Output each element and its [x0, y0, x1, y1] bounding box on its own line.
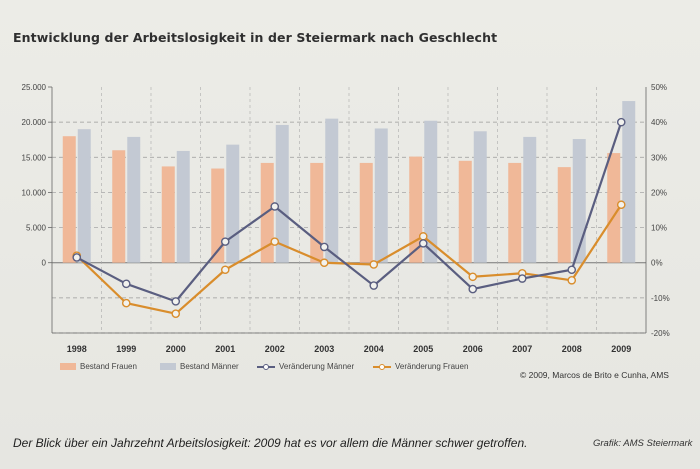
- legend-label-veraenderung-maenner: Veränderung Männer: [279, 362, 355, 371]
- bar-bestand-maenner: [275, 124, 289, 263]
- legend-swatch-bestand-maenner: [160, 363, 176, 370]
- point-veraenderung-maenner: [270, 202, 280, 211]
- x-tick-label: 2006: [463, 344, 483, 354]
- bar-bestand-maenner: [424, 120, 438, 263]
- legend-label-bestand-frauen: Bestand Frauen: [80, 362, 137, 371]
- left-tick-label: 15.000: [22, 153, 47, 162]
- point-veraenderung-frauen: [418, 232, 428, 241]
- legend-item-veraenderung-frauen: Veränderung Frauen: [373, 362, 468, 371]
- bar-bestand-frauen: [458, 160, 472, 263]
- point-veraenderung-maenner: [220, 237, 230, 246]
- right-tick-label: 30%: [651, 153, 667, 162]
- point-veraenderung-frauen: [171, 309, 181, 318]
- bar-bestand-frauen: [557, 167, 571, 263]
- x-tick-label: 2004: [364, 344, 384, 354]
- right-tick-label: 10%: [651, 224, 667, 233]
- point-veraenderung-frauen: [270, 237, 280, 246]
- bar-bestand-frauen: [607, 153, 621, 263]
- x-tick-label: 2008: [562, 344, 582, 354]
- bar-bestand-maenner: [77, 129, 91, 263]
- bar-bestand-frauen: [508, 162, 522, 263]
- point-veraenderung-maenner: [319, 242, 329, 252]
- x-tick-label: 2003: [314, 344, 334, 354]
- point-veraenderung-maenner: [369, 281, 379, 290]
- bar-bestand-frauen: [211, 168, 225, 263]
- bar-bestand-maenner: [176, 150, 190, 263]
- bar-bestand-maenner: [374, 128, 388, 263]
- x-tick-label: 2002: [265, 344, 285, 354]
- line-veraenderung-maenner: [76, 121, 623, 303]
- point-veraenderung-frauen: [567, 275, 577, 285]
- x-tick-label: 2009: [611, 344, 631, 354]
- point-veraenderung-maenner: [171, 297, 181, 306]
- point-veraenderung-frauen: [319, 258, 329, 268]
- left-tick-label: 0: [42, 259, 47, 268]
- bar-bestand-maenner: [226, 144, 240, 263]
- right-tick-label: 20%: [651, 188, 667, 197]
- legend-swatch-veraenderung-maenner: [257, 363, 275, 371]
- point-veraenderung-maenner: [418, 239, 428, 248]
- point-veraenderung-maenner: [121, 279, 131, 289]
- legend-label-veraenderung-frauen: Veränderung Frauen: [395, 362, 469, 371]
- bar-bestand-maenner: [127, 136, 141, 263]
- legend-swatch-bestand-frauen: [60, 363, 76, 370]
- right-tick-label: 50%: [651, 83, 667, 92]
- x-tick-label: 2007: [512, 344, 532, 354]
- point-veraenderung-maenner: [468, 284, 478, 294]
- bar-bestand-maenner: [325, 118, 339, 263]
- x-tick-label: 1999: [116, 344, 136, 354]
- bar-bestand-maenner: [572, 139, 586, 263]
- legend-swatch-veraenderung-frauen: [373, 363, 391, 371]
- bar-bestand-maenner: [473, 131, 487, 263]
- right-tick-label: -20%: [651, 329, 670, 338]
- source-credit: Grafik: AMS Steiermark: [593, 438, 693, 449]
- legend-item-veraenderung-maenner: Veränderung Männer: [257, 362, 354, 371]
- copyright-note: © 2009, Marcos de Brito e Cunha, AMS: [520, 370, 669, 380]
- point-veraenderung-frauen: [468, 272, 478, 282]
- legend-item-bestand-frauen: Bestand Frauen: [60, 362, 137, 371]
- line-veraenderung-frauen: [75, 204, 623, 315]
- bar-bestand-frauen: [161, 166, 175, 263]
- chart-title: Entwicklung der Arbeitslosigkeit in der …: [13, 30, 498, 45]
- left-tick-label: 10.000: [22, 188, 47, 197]
- bar-bestand-frauen: [112, 150, 126, 263]
- left-tick-label: 20.000: [22, 118, 47, 127]
- x-tick-label: 1998: [67, 344, 87, 354]
- point-veraenderung-maenner: [616, 117, 626, 127]
- x-tick-label: 2005: [413, 344, 433, 354]
- bar-bestand-frauen: [62, 136, 76, 263]
- caption: Der Blick über ein Jahrzehnt Arbeitslosi…: [13, 436, 528, 450]
- right-tick-label: 0%: [651, 259, 663, 268]
- right-tick-label: 40%: [651, 118, 667, 127]
- point-veraenderung-maenner: [72, 253, 82, 262]
- point-veraenderung-frauen: [220, 265, 230, 275]
- bar-bestand-maenner: [622, 101, 636, 263]
- x-tick-label: 2001: [215, 344, 235, 354]
- bar-bestand-maenner: [523, 136, 537, 263]
- legend-item-bestand-maenner: Bestand Männer: [160, 362, 239, 371]
- point-veraenderung-maenner: [517, 274, 527, 283]
- point-veraenderung-frauen: [369, 260, 379, 269]
- point-veraenderung-frauen: [121, 298, 131, 308]
- bar-bestand-frauen: [359, 162, 373, 263]
- right-tick-label: -10%: [651, 294, 670, 303]
- point-veraenderung-maenner: [567, 265, 577, 275]
- legend-label-bestand-maenner: Bestand Männer: [180, 362, 239, 371]
- left-tick-label: 5.000: [26, 224, 47, 233]
- point-veraenderung-frauen: [616, 200, 626, 210]
- x-tick-label: 2000: [166, 344, 186, 354]
- left-tick-label: 25.000: [22, 83, 47, 92]
